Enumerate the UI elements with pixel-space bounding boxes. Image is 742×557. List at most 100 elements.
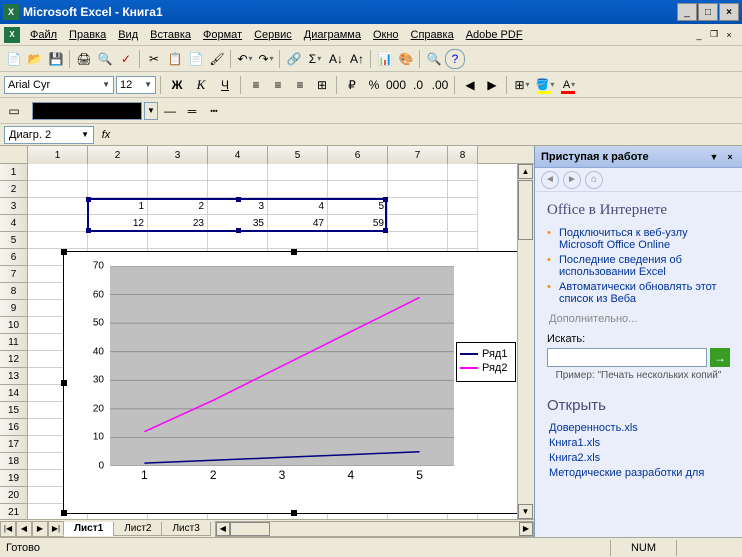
cell[interactable]: 5 [328,198,388,215]
nav-home-button[interactable]: ⌂ [585,171,603,189]
taskpane-close-button[interactable]: × [724,151,736,163]
underline-button[interactable]: Ч [214,75,236,95]
cell[interactable] [448,215,478,232]
font-name-select[interactable]: Arial Cyr ▼ [4,76,114,94]
paste-button[interactable]: 📄 [186,49,206,69]
menu-view[interactable]: Вид [112,27,144,43]
spellcheck-button[interactable]: ✓ [116,49,136,69]
recent-file[interactable]: Книга1.xls [547,437,730,449]
col-header[interactable]: 2 [88,146,148,164]
cell[interactable] [328,232,388,249]
cell[interactable]: 2 [148,198,208,215]
nav-back-button[interactable]: ◄ [541,171,559,189]
cell[interactable]: 47 [268,215,328,232]
cell[interactable] [148,181,208,198]
cell[interactable]: 12 [88,215,148,232]
nav-forward-button[interactable]: ► [563,171,581,189]
search-go-button[interactable]: → [710,348,730,367]
scroll-thumb[interactable] [230,522,270,536]
align-center-button[interactable]: ≡ [268,75,288,95]
comma-button[interactable]: 000 [386,75,406,95]
horizontal-scrollbar[interactable]: ◀ ▶ [215,521,534,537]
drawing-button[interactable]: 🎨 [396,49,416,69]
cell[interactable] [268,181,328,198]
cell[interactable] [268,164,328,181]
cell[interactable] [28,215,88,232]
row-header[interactable]: 20 [0,487,28,504]
chart-object[interactable]: 010203040506070 12345 Ряд1 Ряд2 [63,251,517,514]
cell[interactable]: 3 [208,198,268,215]
sheet-tab[interactable]: Лист2 [113,522,162,536]
search-input[interactable] [547,348,707,367]
menu-help[interactable]: Справка [405,27,460,43]
cell[interactable] [28,164,88,181]
cell[interactable]: 4 [268,198,328,215]
menu-adobe[interactable]: Adobe PDF [460,27,529,43]
cell[interactable] [88,232,148,249]
tab-prev-button[interactable]: ◀ [16,521,32,537]
tab-last-button[interactable]: ▶| [48,521,64,537]
col-header[interactable]: 1 [28,146,88,164]
row-header[interactable]: 19 [0,470,28,487]
cell[interactable] [388,181,448,198]
cell[interactable]: 23 [148,215,208,232]
cells-area[interactable]: 123451223354759 [28,164,517,519]
line-style-button[interactable]: — [160,101,180,121]
sort-desc-button[interactable]: A↑ [347,49,367,69]
font-size-select[interactable]: 12 ▼ [116,76,156,94]
cell[interactable] [208,232,268,249]
row-header[interactable]: 10 [0,317,28,334]
row-header[interactable]: 1 [0,164,28,181]
row-header[interactable]: 9 [0,300,28,317]
cell[interactable] [388,198,448,215]
row-header[interactable]: 21 [0,504,28,519]
preview-button[interactable]: 🔍 [95,49,115,69]
doc-close-button[interactable]: × [722,28,736,42]
scroll-right-button[interactable]: ▶ [519,522,533,536]
cell[interactable] [448,198,478,215]
sort-asc-button[interactable]: A↓ [326,49,346,69]
font-color-button[interactable]: A▾ [558,75,580,95]
menu-insert[interactable]: Вставка [144,27,197,43]
row-header[interactable]: 15 [0,402,28,419]
row-header[interactable]: 6 [0,249,28,266]
line-color-dropdown[interactable]: ▼ [144,102,158,120]
doc-minimize-button[interactable]: _ [692,28,706,42]
align-right-button[interactable]: ≡ [290,75,310,95]
fill-color-button[interactable]: 🪣▾ [534,75,556,95]
dash-style-button[interactable]: ┅ [204,101,224,121]
row-header[interactable]: 13 [0,368,28,385]
scroll-up-button[interactable]: ▲ [518,164,533,179]
vertical-scrollbar[interactable]: ▲ ▼ [517,164,534,519]
menu-edit[interactable]: Правка [63,27,112,43]
cell[interactable] [28,181,88,198]
open-button[interactable]: 📂 [25,49,45,69]
menu-window[interactable]: Окно [367,27,405,43]
menu-file[interactable]: Файл [24,27,63,43]
tp-more-link[interactable]: Дополнительно... [547,313,730,325]
fx-button[interactable]: fx [96,126,116,144]
cell[interactable]: 1 [88,198,148,215]
taskpane-dropdown-button[interactable]: ▼ [708,151,720,163]
tp-link[interactable]: Подключиться к веб-узлу Microsoft Office… [547,227,730,251]
zoom-button[interactable]: 🔍 [424,49,444,69]
chart-legend[interactable]: Ряд1 Ряд2 [456,342,516,382]
row-header[interactable]: 18 [0,453,28,470]
cell[interactable] [448,232,478,249]
cell[interactable] [148,232,208,249]
menu-tools[interactable]: Сервис [248,27,298,43]
hyperlink-button[interactable]: 🔗 [284,49,304,69]
cell[interactable] [208,164,268,181]
tp-link[interactable]: Автоматически обновлять этот список из В… [547,281,730,305]
chart-plot-area[interactable] [110,266,454,466]
dec-indent-button[interactable]: ◀ [460,75,480,95]
copy-button[interactable]: 📋 [165,49,185,69]
cell[interactable] [88,164,148,181]
row-header[interactable]: 14 [0,385,28,402]
scroll-left-button[interactable]: ◀ [216,522,230,536]
sheet-tab[interactable]: Лист1 [63,522,114,536]
row-header[interactable]: 4 [0,215,28,232]
cell[interactable] [388,232,448,249]
chart-wizard-button[interactable]: 📊 [375,49,395,69]
col-header[interactable]: 3 [148,146,208,164]
